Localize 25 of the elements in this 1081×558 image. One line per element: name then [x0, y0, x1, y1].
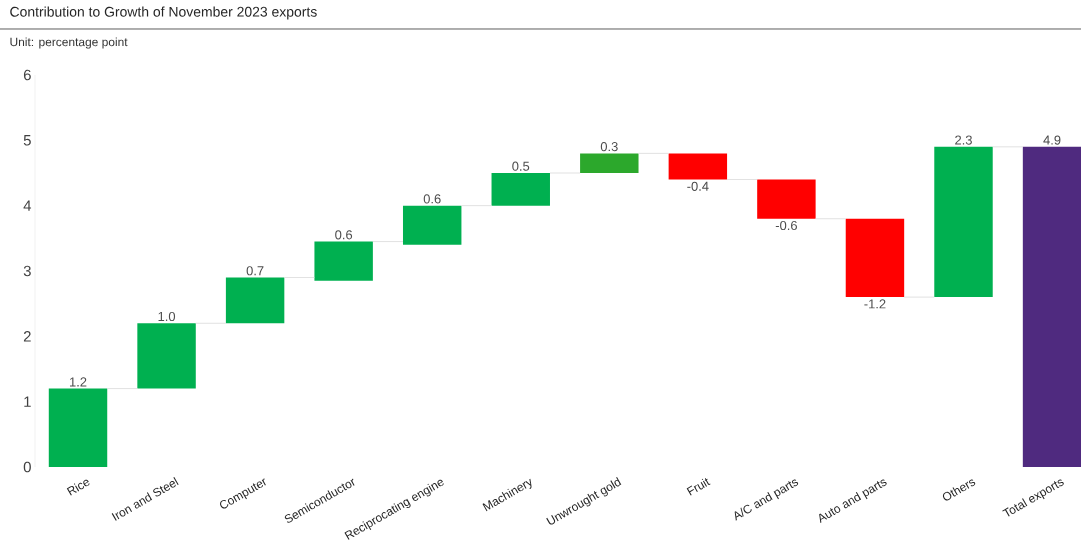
data-label: 0.6	[335, 230, 353, 240]
y-tick-label: 2	[23, 331, 31, 342]
data-label: 0.6	[423, 194, 441, 204]
y-tick-label: 6	[23, 69, 31, 81]
data-label: 0.5	[512, 161, 530, 171]
data-label: 1.0	[158, 311, 176, 322]
data-label: -1.2	[864, 299, 886, 309]
y-tick-label: 3	[23, 265, 31, 277]
data-label: 0.3	[600, 142, 618, 152]
chart-subtitle: Unit: percentage point	[10, 37, 128, 49]
chart-title: Contribution to Growth of November 2023 exports	[10, 6, 317, 20]
y-tick-label: 5	[23, 135, 31, 146]
data-label: 4.9	[1043, 135, 1061, 145]
data-label: 0.7	[246, 266, 264, 276]
x-tick-label: Iron and Steel	[111, 477, 179, 521]
data-label: -0.4	[687, 181, 709, 191]
y-tick-label: 4	[23, 200, 32, 211]
y-tick-label: 0	[23, 461, 31, 473]
x-tick-label: Fruit	[686, 478, 711, 496]
data-label: 2.3	[955, 135, 972, 145]
x-tick-label: Rice	[66, 479, 90, 496]
x-tick-label: Auto and parts	[819, 479, 887, 524]
data-label: 1.2	[69, 377, 87, 387]
y-tick-label: 1	[24, 396, 31, 407]
data-label: -0.6	[775, 220, 797, 231]
